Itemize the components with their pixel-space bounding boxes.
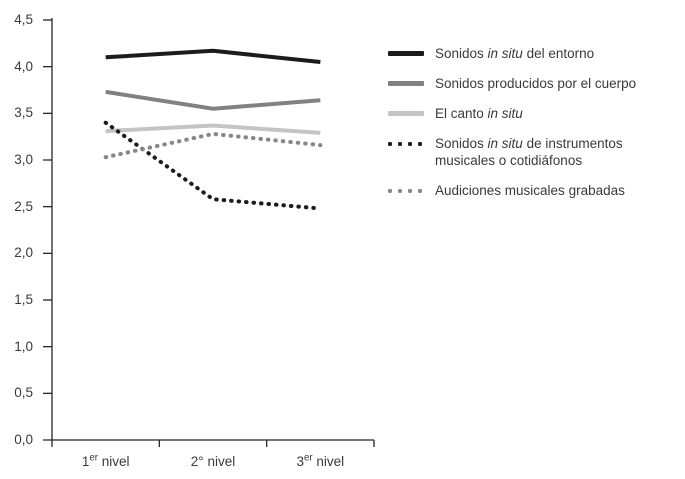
legend-label: El canto in situ <box>435 106 523 121</box>
legend-marker-solid-line <box>388 45 424 56</box>
legend-marker-solid-line <box>388 75 424 86</box>
y-axis-label: 2,5 <box>14 198 33 214</box>
y-axis-label: 3,0 <box>14 152 33 167</box>
series-line-3 <box>105 123 321 135</box>
series-line-1 <box>105 48 321 64</box>
legend-label: Sonidos in situ del entorno <box>435 46 595 61</box>
y-axis-label: 4,0 <box>14 58 33 74</box>
series-line-2 <box>105 89 321 111</box>
legend-item-1: Sonidos in situ del entorno <box>388 45 672 62</box>
legend-marker-dotted-line <box>388 135 424 146</box>
y-axis-label: 1,5 <box>14 292 33 307</box>
legend-item-5: Audiciones musicales grabadas <box>388 182 672 199</box>
x-axis-label: 3er nivel <box>296 452 345 469</box>
y-axis-label: 2,0 <box>14 245 33 261</box>
y-axis-label: 4,5 <box>14 12 33 27</box>
y-axis-label: 1,0 <box>14 338 33 354</box>
legend: Sonidos in situ del entorno Sonidos produ… <box>388 45 672 199</box>
legend-marker-dotted-line <box>388 182 424 193</box>
legend-item-2: Sonidos producidos por el cuerpo <box>388 75 672 92</box>
y-axis-label: 0,5 <box>14 385 33 401</box>
legend-label: Sonidos producidos por el cuerpo <box>435 76 637 91</box>
legend-label: Sonidos in situ de instrumentos musicale… <box>435 136 623 168</box>
legend-marker-solid-line <box>388 105 424 116</box>
legend-item-4: Sonidos in situ de instrumentos musicale… <box>388 135 672 169</box>
series-line-5 <box>103 131 323 160</box>
x-axis-label: 1er nivel <box>81 452 130 469</box>
legend-label: Audiciones musicales grabadas <box>435 183 625 198</box>
legend-item-3: El canto in situ <box>388 105 672 122</box>
axes <box>51 18 374 441</box>
y-axis-label: 3,5 <box>14 105 33 121</box>
x-axis-label: 2° nivel <box>190 454 236 469</box>
series-line-4 <box>103 120 323 211</box>
y-axis-label: 0,0 <box>14 432 33 447</box>
